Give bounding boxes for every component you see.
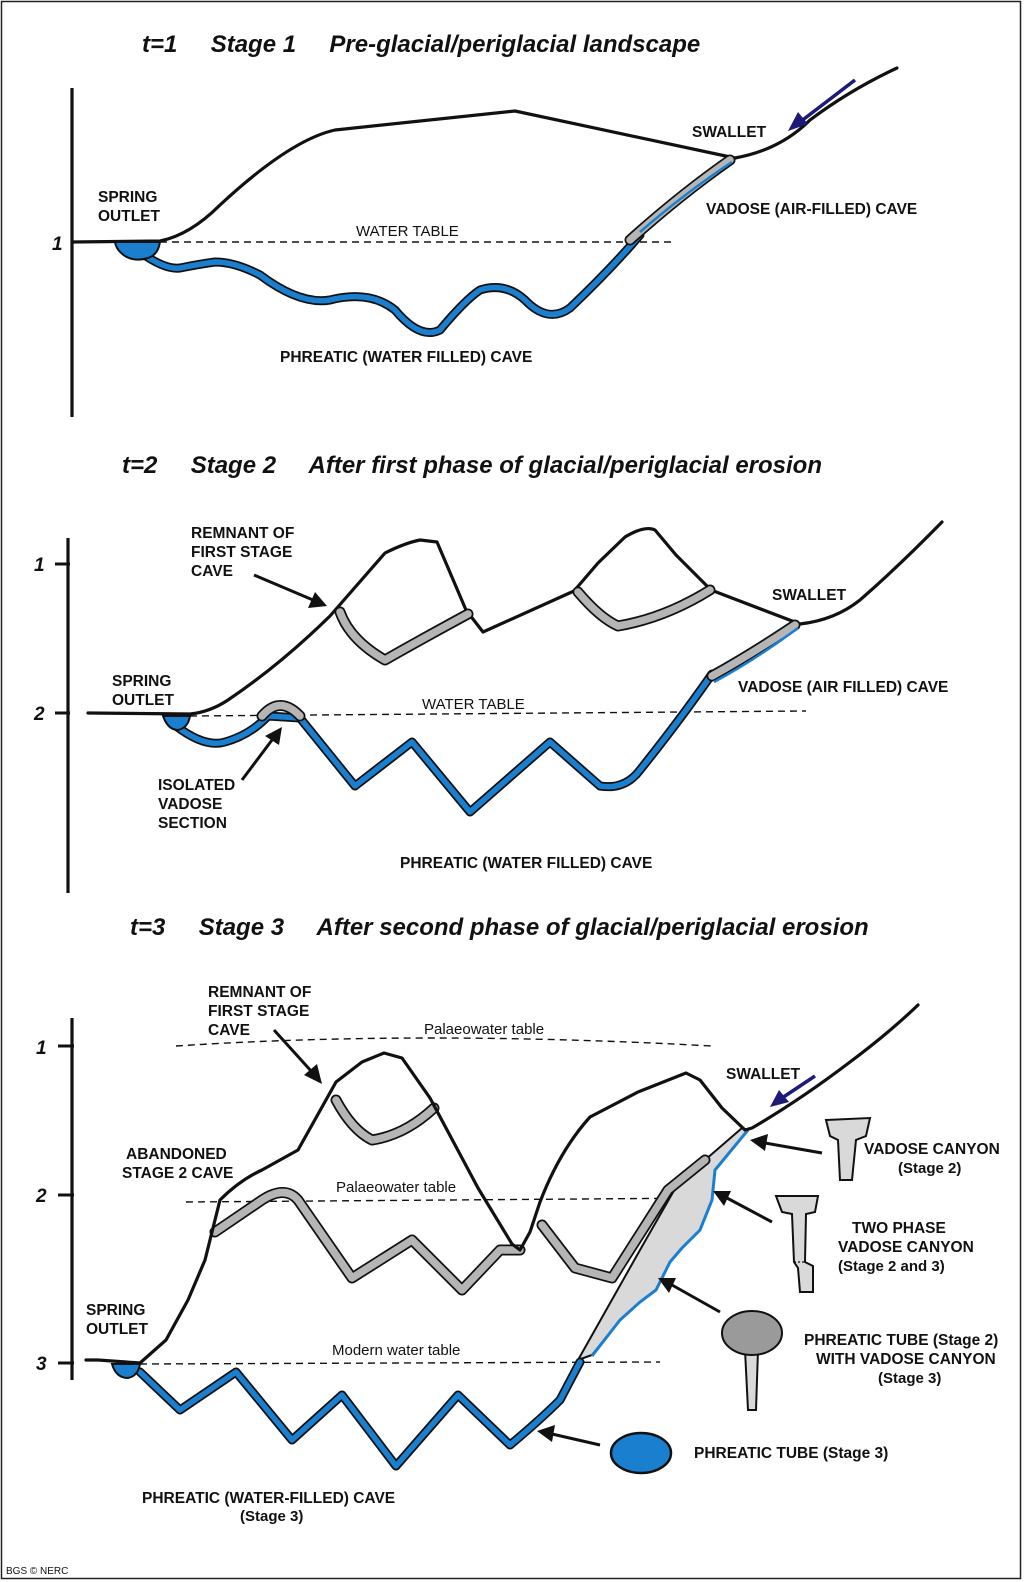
stage-3-title: t=3 Stage 3 After second phase of glacia…	[130, 914, 869, 941]
stage-3-spring-outlet-pool	[110, 1363, 142, 1380]
stage-2-remnant-arrow	[253, 573, 314, 602]
credit-text: BGS © NERC	[6, 1566, 68, 1577]
stage-3-two-phase-arrow	[726, 1196, 773, 1224]
stage-3-phreatic-tube-arrow	[551, 1432, 601, 1447]
stage-1-swallet-arrow	[798, 78, 857, 124]
stage-3-remnant-arrow	[272, 1028, 314, 1074]
stage-2-ground-surface	[86, 520, 944, 716]
stage-2-remnant-label-1: REMNANT OF	[191, 525, 294, 542]
stage-3-vadose-canyon-arrow	[764, 1141, 823, 1155]
legend-tube-canyon-label-2: WITH VADOSE CANYON	[816, 1351, 996, 1368]
stage-1-spring-outlet-pool	[113, 241, 162, 261]
stage-3-phreatic-cave	[135, 1357, 585, 1471]
stage-1-spring-outlet-label-1: SPRING	[98, 189, 157, 206]
stage-2-swallet-label: SWALLET	[772, 587, 847, 604]
phreatic-tube-icon	[609, 1431, 673, 1475]
stage-1-title: t=1 Stage 1 Pre-glacial/periglacial land…	[142, 31, 700, 58]
tube-with-canyon-icon	[721, 1310, 783, 1411]
stage-3-tube-canyon-arrow	[671, 1283, 721, 1314]
stage-3-spring-outlet-label-2: OUTLET	[86, 1321, 149, 1338]
stage-2-panel: t=2 Stage 2 After first phase of glacial…	[33, 452, 948, 893]
legend-tube-canyon-label-1: PHREATIC TUBE (Stage 2)	[804, 1332, 998, 1349]
stage-2-isolated-label-1: ISOLATED	[158, 777, 235, 794]
stage-2-title: t=2 Stage 2 After first phase of glacial…	[122, 452, 822, 479]
stage-3-phreatic-label-1: PHREATIC (WATER-FILLED) CAVE	[142, 1490, 395, 1507]
legend-two-phase-label-2: VADOSE CANYON	[838, 1239, 974, 1256]
stage-2-spring-outlet-label-2: OUTLET	[112, 692, 175, 709]
stage-3-remnant-label-2: FIRST STAGE	[208, 1003, 309, 1020]
stage-2-remnant-label-3: CAVE	[191, 563, 233, 580]
stage-3-palaeowater-table-2-label: Palaeowater table	[336, 1179, 456, 1196]
legend-tube-canyon-label-3: (Stage 3)	[878, 1370, 941, 1387]
stage-3-palaeowater-table-1	[175, 1037, 713, 1047]
stage-2-isolated-label-2: VADOSE	[158, 796, 222, 813]
stage-3-remnant-label-3: CAVE	[208, 1022, 250, 1039]
stage-2-axis-tick-2: 2	[33, 704, 45, 725]
stage-1-vadose-label: VADOSE (AIR-FILLED) CAVE	[706, 201, 917, 218]
stage-3-axis-tick-1: 1	[36, 1038, 47, 1059]
stage-3-axis-tick-3: 3	[36, 1354, 47, 1375]
stage-2-spring-outlet-label-1: SPRING	[112, 673, 171, 690]
stage-3-abandoned-label-2: STAGE 2 CAVE	[122, 1165, 233, 1182]
stage-1-swallet-label: SWALLET	[692, 124, 767, 141]
stage-3-spring-outlet-label-1: SPRING	[86, 1302, 145, 1319]
stage-2-axis-tick-1: 1	[34, 555, 45, 576]
stage-2-phreatic-label: PHREATIC (WATER FILLED) CAVE	[400, 855, 652, 872]
stage-1-ground-surface	[70, 66, 899, 244]
stage-3-vadose-canyon-blue-edge	[590, 1129, 750, 1357]
stage-3-phreatic-label-2: (Stage 3)	[240, 1508, 303, 1525]
stage-1-phreatic-cave	[135, 230, 645, 337]
stage-3-ground-surface	[84, 1003, 920, 1365]
stage-2-spring-outlet-pool	[161, 715, 192, 732]
stage-3-swallet-arrow	[781, 1074, 816, 1100]
stage-1-spring-outlet-label-2: OUTLET	[98, 208, 161, 225]
stage-1-water-table-label: WATER TABLE	[356, 223, 459, 240]
legend-two-phase-label-1: TWO PHASE	[852, 1220, 946, 1237]
legend-vadose-canyon-label-2: (Stage 2)	[898, 1160, 961, 1177]
stage-3-swallet-label: SWALLET	[726, 1066, 801, 1083]
stage-2-phreatic-cave	[171, 669, 717, 817]
stage-3-abandoned-label-1: ABANDONED	[126, 1146, 227, 1163]
stage-2-vadose-label: VADOSE (AIR FILLED) CAVE	[738, 679, 948, 696]
stage-3-axis-tick-2: 2	[35, 1186, 47, 1207]
legend-two-phase-label-3: (Stage 2 and 3)	[838, 1258, 945, 1275]
legend-phreatic-tube-label: PHREATIC TUBE (Stage 3)	[694, 1445, 888, 1462]
stage-3-palaeowater-table-2	[185, 1197, 713, 1203]
vadose-canyon-icon	[824, 1116, 872, 1181]
stage-3-remnant-label-1: REMNANT OF	[208, 984, 311, 1001]
two-phase-canyon-icon	[774, 1195, 820, 1293]
stage-1-axis-tick-1: 1	[52, 234, 63, 255]
stage-1-panel: t=1 Stage 1 Pre-glacial/periglacial land…	[52, 31, 917, 417]
stage-3-modern-water-table-label: Modern water table	[332, 1342, 460, 1359]
stage-2-remnant-label-2: FIRST STAGE	[191, 544, 292, 561]
stage-2-isolated-arrow	[240, 739, 274, 781]
stage-3-panel: t=3 Stage 3 After second phase of glacia…	[35, 914, 1000, 1525]
stage-2-water-table-label: WATER TABLE	[422, 696, 525, 713]
stage-3-modern-water-table	[139, 1361, 661, 1365]
legend-vadose-canyon-label-1: VADOSE CANYON	[864, 1141, 1000, 1158]
stage-3-palaeowater-table-1-label: Palaeowater table	[424, 1021, 544, 1038]
stage-1-phreatic-label: PHREATIC (WATER FILLED) CAVE	[280, 349, 532, 366]
stage-2-isolated-label-3: SECTION	[158, 815, 227, 832]
